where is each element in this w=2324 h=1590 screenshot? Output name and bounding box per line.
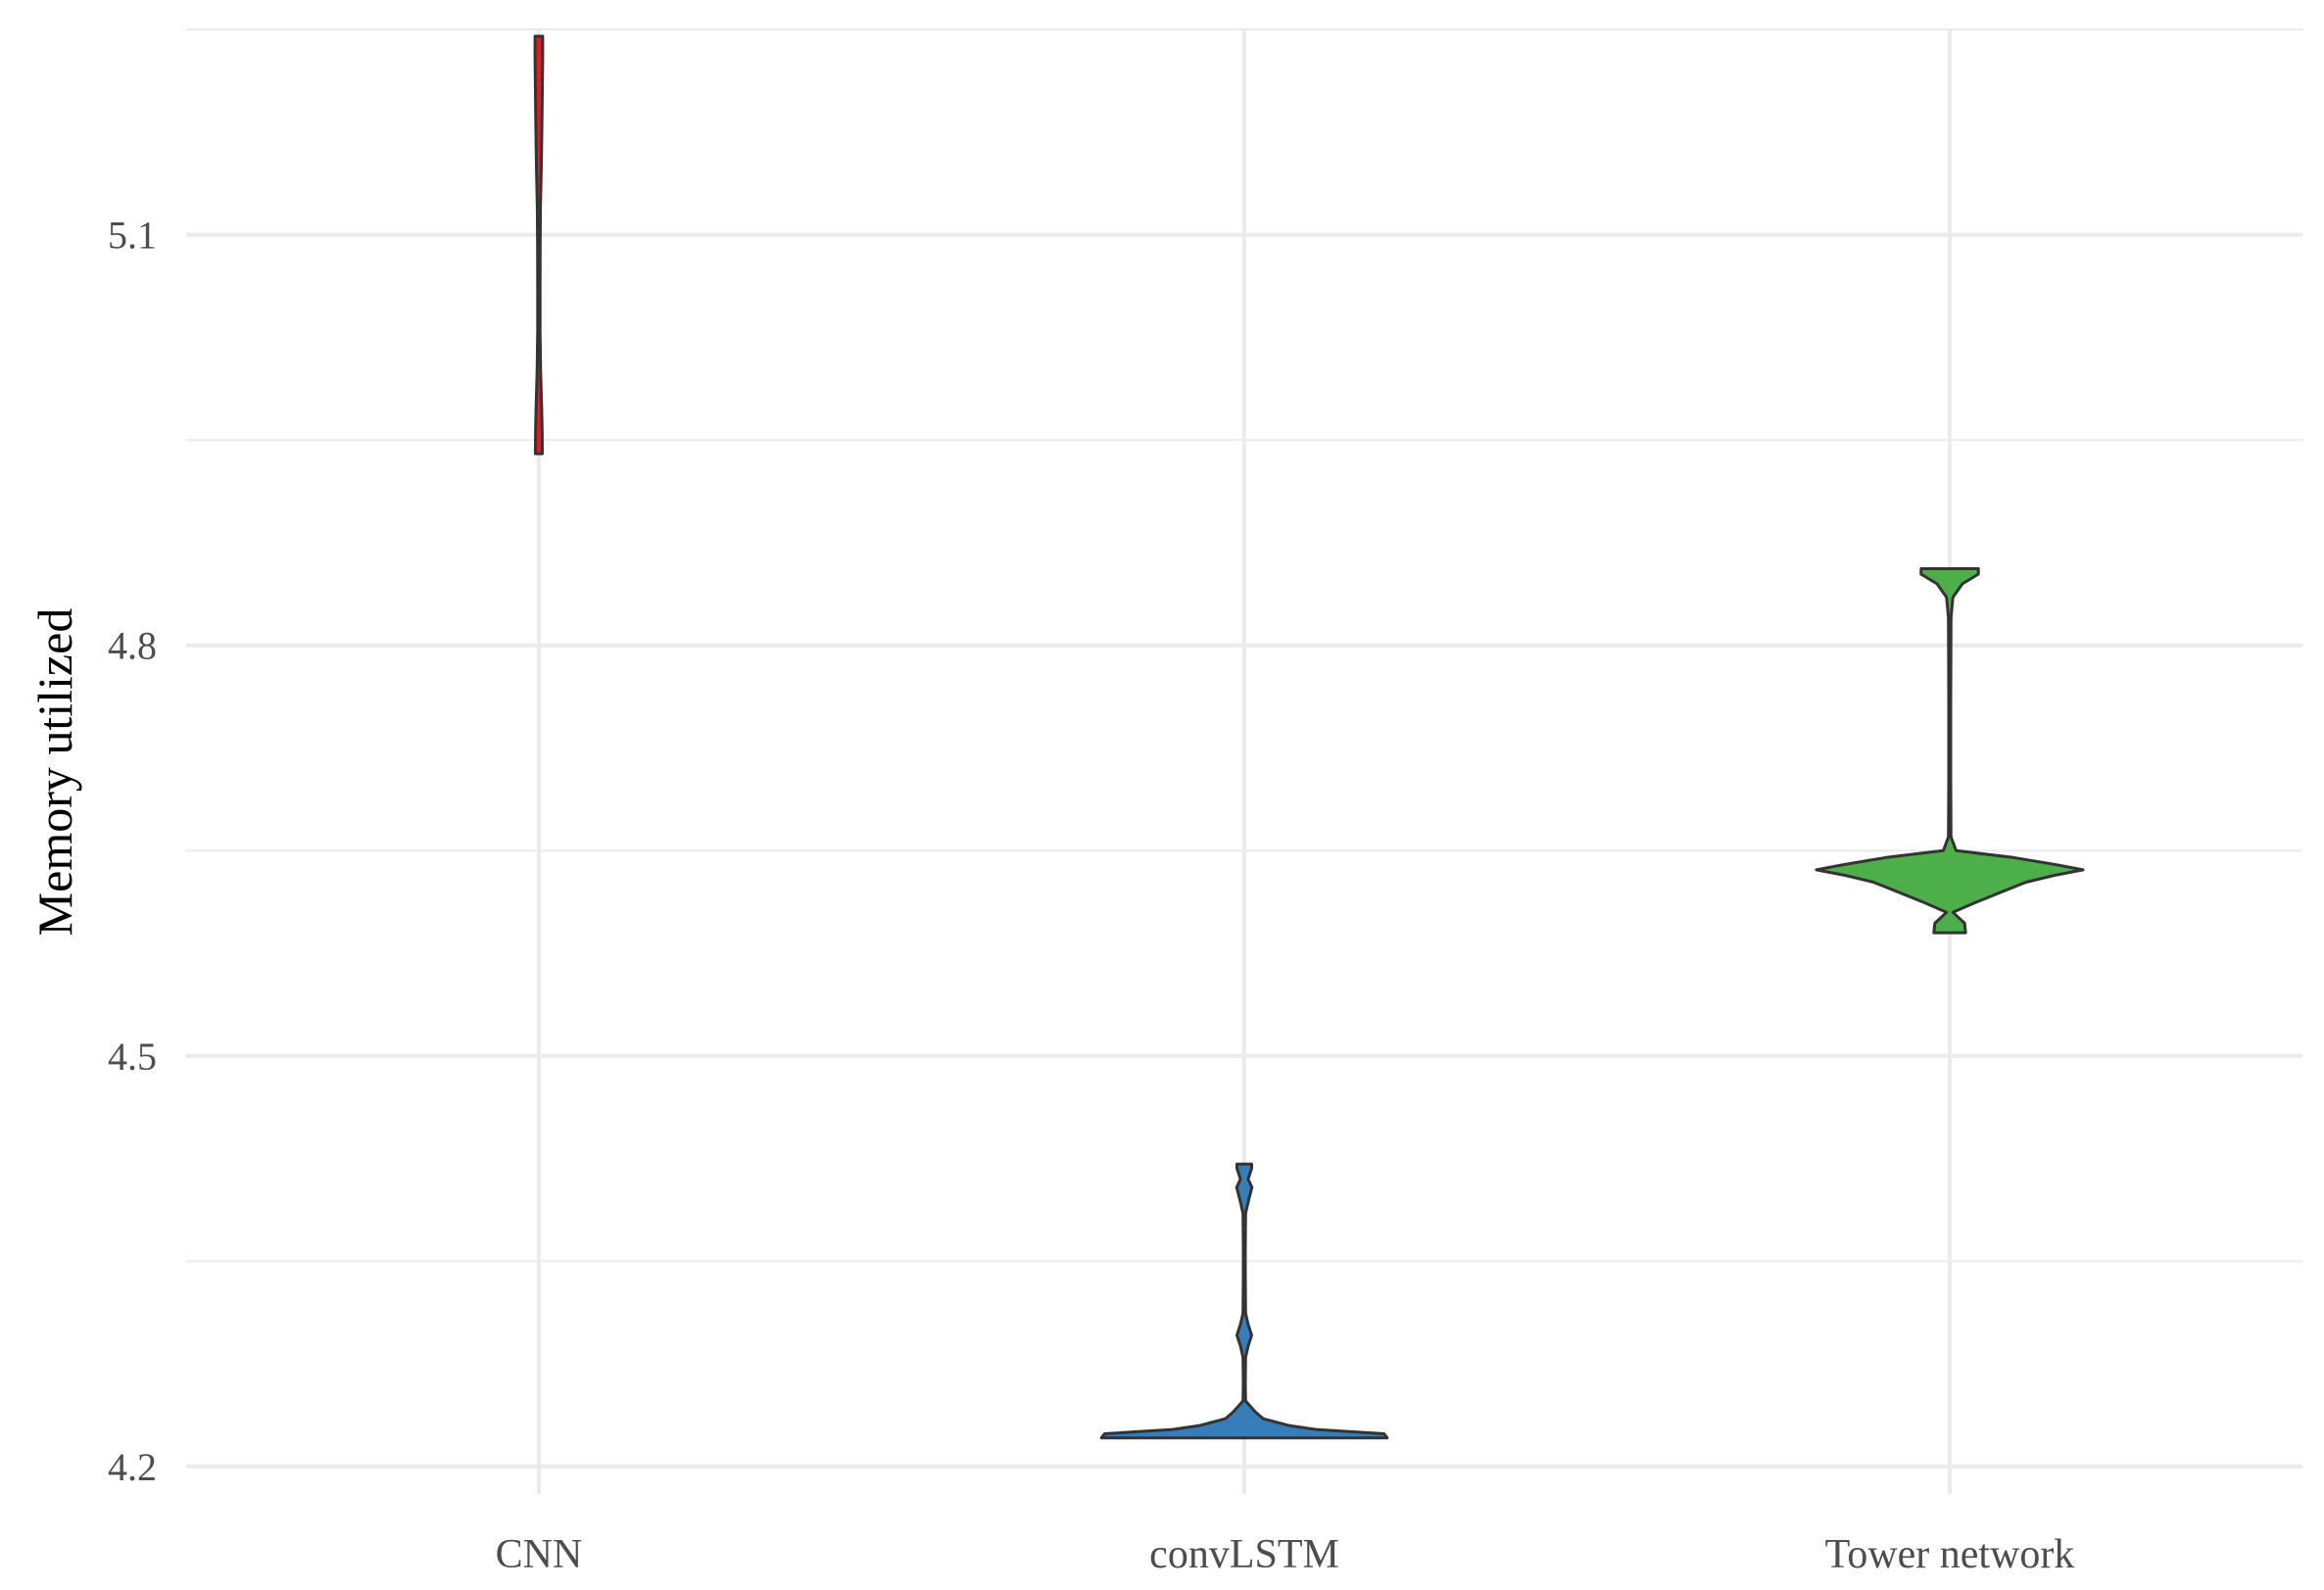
violin-tower-network	[1815, 567, 2085, 935]
violins	[533, 34, 2085, 1440]
y-axis-label: Memory utilized	[27, 608, 82, 937]
x-axis-ticks: CNN convLSTM Tower network	[496, 1532, 2075, 1577]
y-tick-label: 5.1	[108, 214, 157, 258]
violin-cnn	[533, 34, 545, 456]
violin-convlstm	[1099, 1162, 1389, 1440]
y-tick-label: 4.8	[108, 624, 157, 668]
x-tick-label: convLSTM	[1149, 1532, 1339, 1577]
x-tick-label: CNN	[496, 1532, 583, 1577]
y-tick-label: 4.5	[108, 1035, 157, 1079]
y-tick-label: 4.2	[108, 1445, 157, 1489]
x-tick-label: Tower network	[1825, 1532, 2075, 1577]
y-axis-ticks: 4.2 4.5 4.8 5.1	[108, 214, 157, 1489]
